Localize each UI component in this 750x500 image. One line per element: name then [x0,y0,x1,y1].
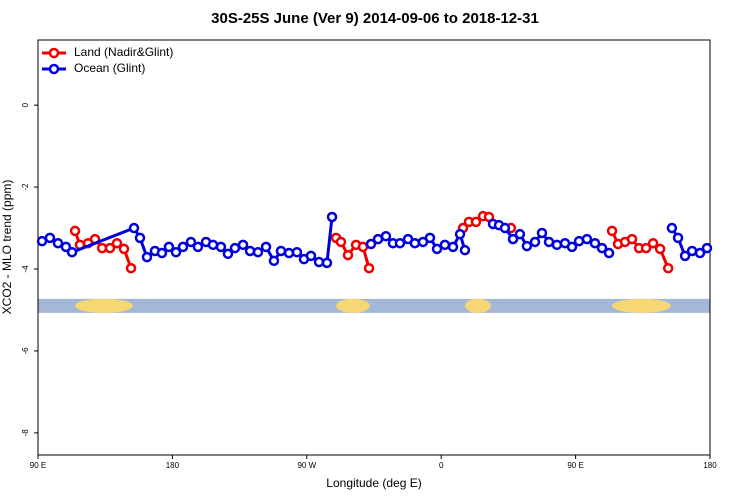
data-point [244,245,256,257]
land-span [75,298,133,313]
data-point [596,242,608,254]
data-point [514,228,526,240]
legend-item: Ocean (Glint) [42,61,145,75]
data-point [566,241,578,253]
data-point [694,247,706,259]
land-span [612,298,672,313]
ocean-band [38,298,710,313]
data-point [237,239,249,251]
data-point [52,237,64,249]
x-tick-label: 180 [166,461,180,470]
x-tick-label: 0 [439,461,444,470]
y-tick-label: 0 [21,102,30,107]
data-point [163,241,175,253]
data-point [291,246,303,258]
legend-label: Land (Nadir&Glint) [74,45,173,59]
data-point [551,239,563,251]
data-point [170,246,182,258]
data-point [499,222,511,234]
data-point [185,236,197,248]
data-point [69,225,81,237]
data-point [470,216,482,228]
data-point [507,233,519,245]
data-point [305,250,317,262]
y-tick-label: -4 [21,265,30,273]
data-point [603,247,615,259]
data-point [581,233,593,245]
data-point [192,241,204,253]
legend-marker [48,63,60,75]
data-point [60,241,72,253]
data-point [275,245,287,257]
data-point [134,232,146,244]
data-point [394,237,406,249]
data-point [672,232,684,244]
data-point [409,237,421,249]
data-point [521,240,533,252]
legend-marker [48,47,60,59]
data-point [118,243,130,255]
data-point [252,246,264,258]
data-point [701,242,713,254]
data-point [640,242,652,254]
data-point [536,227,548,239]
x-tick-label: 90 E [567,461,583,470]
data-point [589,237,601,249]
data-point [666,222,678,234]
data-point [326,211,338,223]
x-tick-label: 90 E [30,461,46,470]
data-point [454,228,466,240]
data-point [439,239,451,251]
data-point [141,251,153,263]
x-tick-label: 90 W [297,461,316,470]
data-point [177,241,189,253]
data-point [342,249,354,261]
data-point [365,238,377,250]
x-tick-label: 180 [703,461,717,470]
data-point [459,244,471,256]
legend-item: Land (Nadir&Glint) [42,45,173,59]
data-point [125,262,137,274]
data-point [268,255,280,267]
data-point [335,236,347,248]
data-point [128,222,140,234]
data-point [229,242,241,254]
data-point [662,262,674,274]
land-span [464,298,491,313]
data-point [111,237,123,249]
data-point [321,257,333,269]
y-tick-label: -6 [21,347,30,355]
data-point [156,247,168,259]
data-point [222,248,234,260]
data-point [363,262,375,274]
data-point [215,241,227,253]
data-point [104,242,116,254]
data-point [66,246,78,258]
y-axis-label: XCO2 - MLO trend (ppm) [0,180,14,315]
data-point [529,236,541,248]
data-point [260,241,272,253]
data-point [626,233,638,245]
data-point [447,241,459,253]
chart-title: 30S-25S June (Ver 9) 2014-09-06 to 2018-… [211,10,539,27]
data-point [679,250,691,262]
data-point [654,243,666,255]
data-point [424,232,436,244]
data-point [647,237,659,249]
data-point [606,225,618,237]
land-span [336,298,370,313]
data-point [431,243,443,255]
y-tick-label: -8 [21,429,30,437]
legend-label: Ocean (Glint) [74,61,145,75]
y-tick-label: -2 [21,183,30,191]
data-point [380,230,392,242]
x-axis-label: Longitude (deg E) [326,476,421,490]
data-point [44,232,56,244]
data-point [357,241,369,253]
